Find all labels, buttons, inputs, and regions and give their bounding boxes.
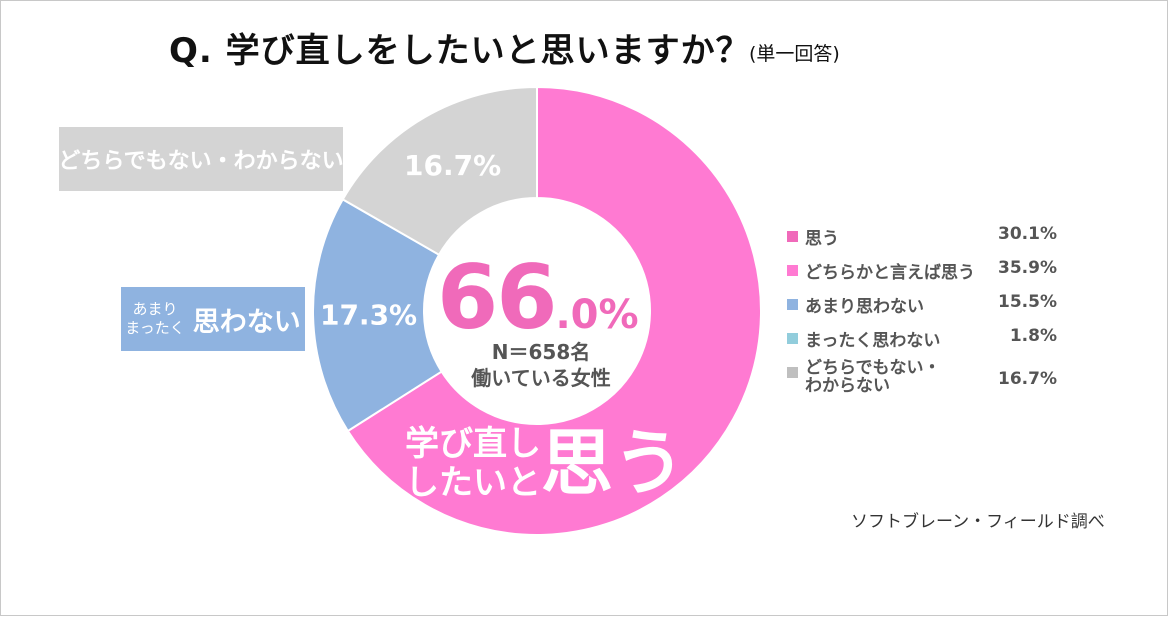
legend-swatch [787, 231, 798, 242]
callout-neutral: どちらでもない・わからない [58, 127, 344, 191]
center-percentage-dec: .0% [555, 292, 639, 338]
population-label: 働いている女性 [471, 366, 611, 390]
center-percentage: 66.0% [437, 246, 639, 349]
band-label-line1: 学び直し [405, 424, 541, 464]
ring-value-label: 16.7% [404, 149, 501, 182]
callout-small-line2: まったく [125, 319, 185, 337]
callout-negative: あまり まったく 思わない [121, 287, 305, 351]
sample-size: N＝658名 [491, 340, 591, 364]
legend-swatch [787, 333, 798, 344]
callout-negative-small: あまり まったく [125, 300, 184, 338]
legend-value: 30.1% [998, 224, 1057, 244]
callout-small-line1: あまり [132, 300, 178, 318]
legend-value: 15.5% [998, 292, 1057, 312]
callout-negative-big: 思わない [192, 306, 301, 338]
donut-slice [346, 85, 762, 536]
legend-label: あまり思わない [805, 297, 924, 317]
band-label-line2: したいと [405, 463, 541, 503]
answer-type-note: (単一回答) [749, 43, 840, 65]
legend-item: どちらかと言えば思う 35.9% [787, 257, 1067, 291]
legend-swatch [787, 265, 798, 276]
legend-swatch [787, 299, 798, 310]
legend-label: どちらかと言えば思う [805, 263, 975, 283]
legend-item: あまり思わない 15.5% [787, 291, 1067, 325]
center-percentage-int: 66 [437, 246, 557, 349]
legend-value: 1.8% [1009, 326, 1057, 346]
legend-label: どちらでもない・ わからない [805, 359, 941, 395]
ring-value-label: 17.3% [320, 299, 417, 332]
band-label-big: 思う [541, 421, 686, 505]
legend-value: 16.7% [998, 369, 1057, 389]
legend-label: まったく思わない [805, 331, 941, 351]
legend-item: まったく思わない 1.8% [787, 325, 1067, 359]
source-note: ソフトブレーン・フィールド調べ [851, 512, 1105, 532]
chart-title: Q. 学び直しをしたいと思いますか？ [169, 31, 751, 71]
donut-slice [312, 198, 443, 433]
donut-slice [341, 85, 538, 257]
legend-item: 思う 30.1% [787, 223, 1067, 257]
legend-item: どちらでもない・ わからない 16.7% [787, 359, 1067, 403]
legend-label: 思う [805, 229, 839, 249]
legend-value: 35.9% [998, 258, 1057, 278]
legend-label-line1: どちらでもない・ [805, 358, 941, 378]
legend-swatch [787, 367, 798, 378]
legend: 思う 30.1% どちらかと言えば思う 35.9% あまり思わない 15.5% … [787, 223, 1067, 403]
legend-label-line2: わからない [805, 376, 890, 396]
